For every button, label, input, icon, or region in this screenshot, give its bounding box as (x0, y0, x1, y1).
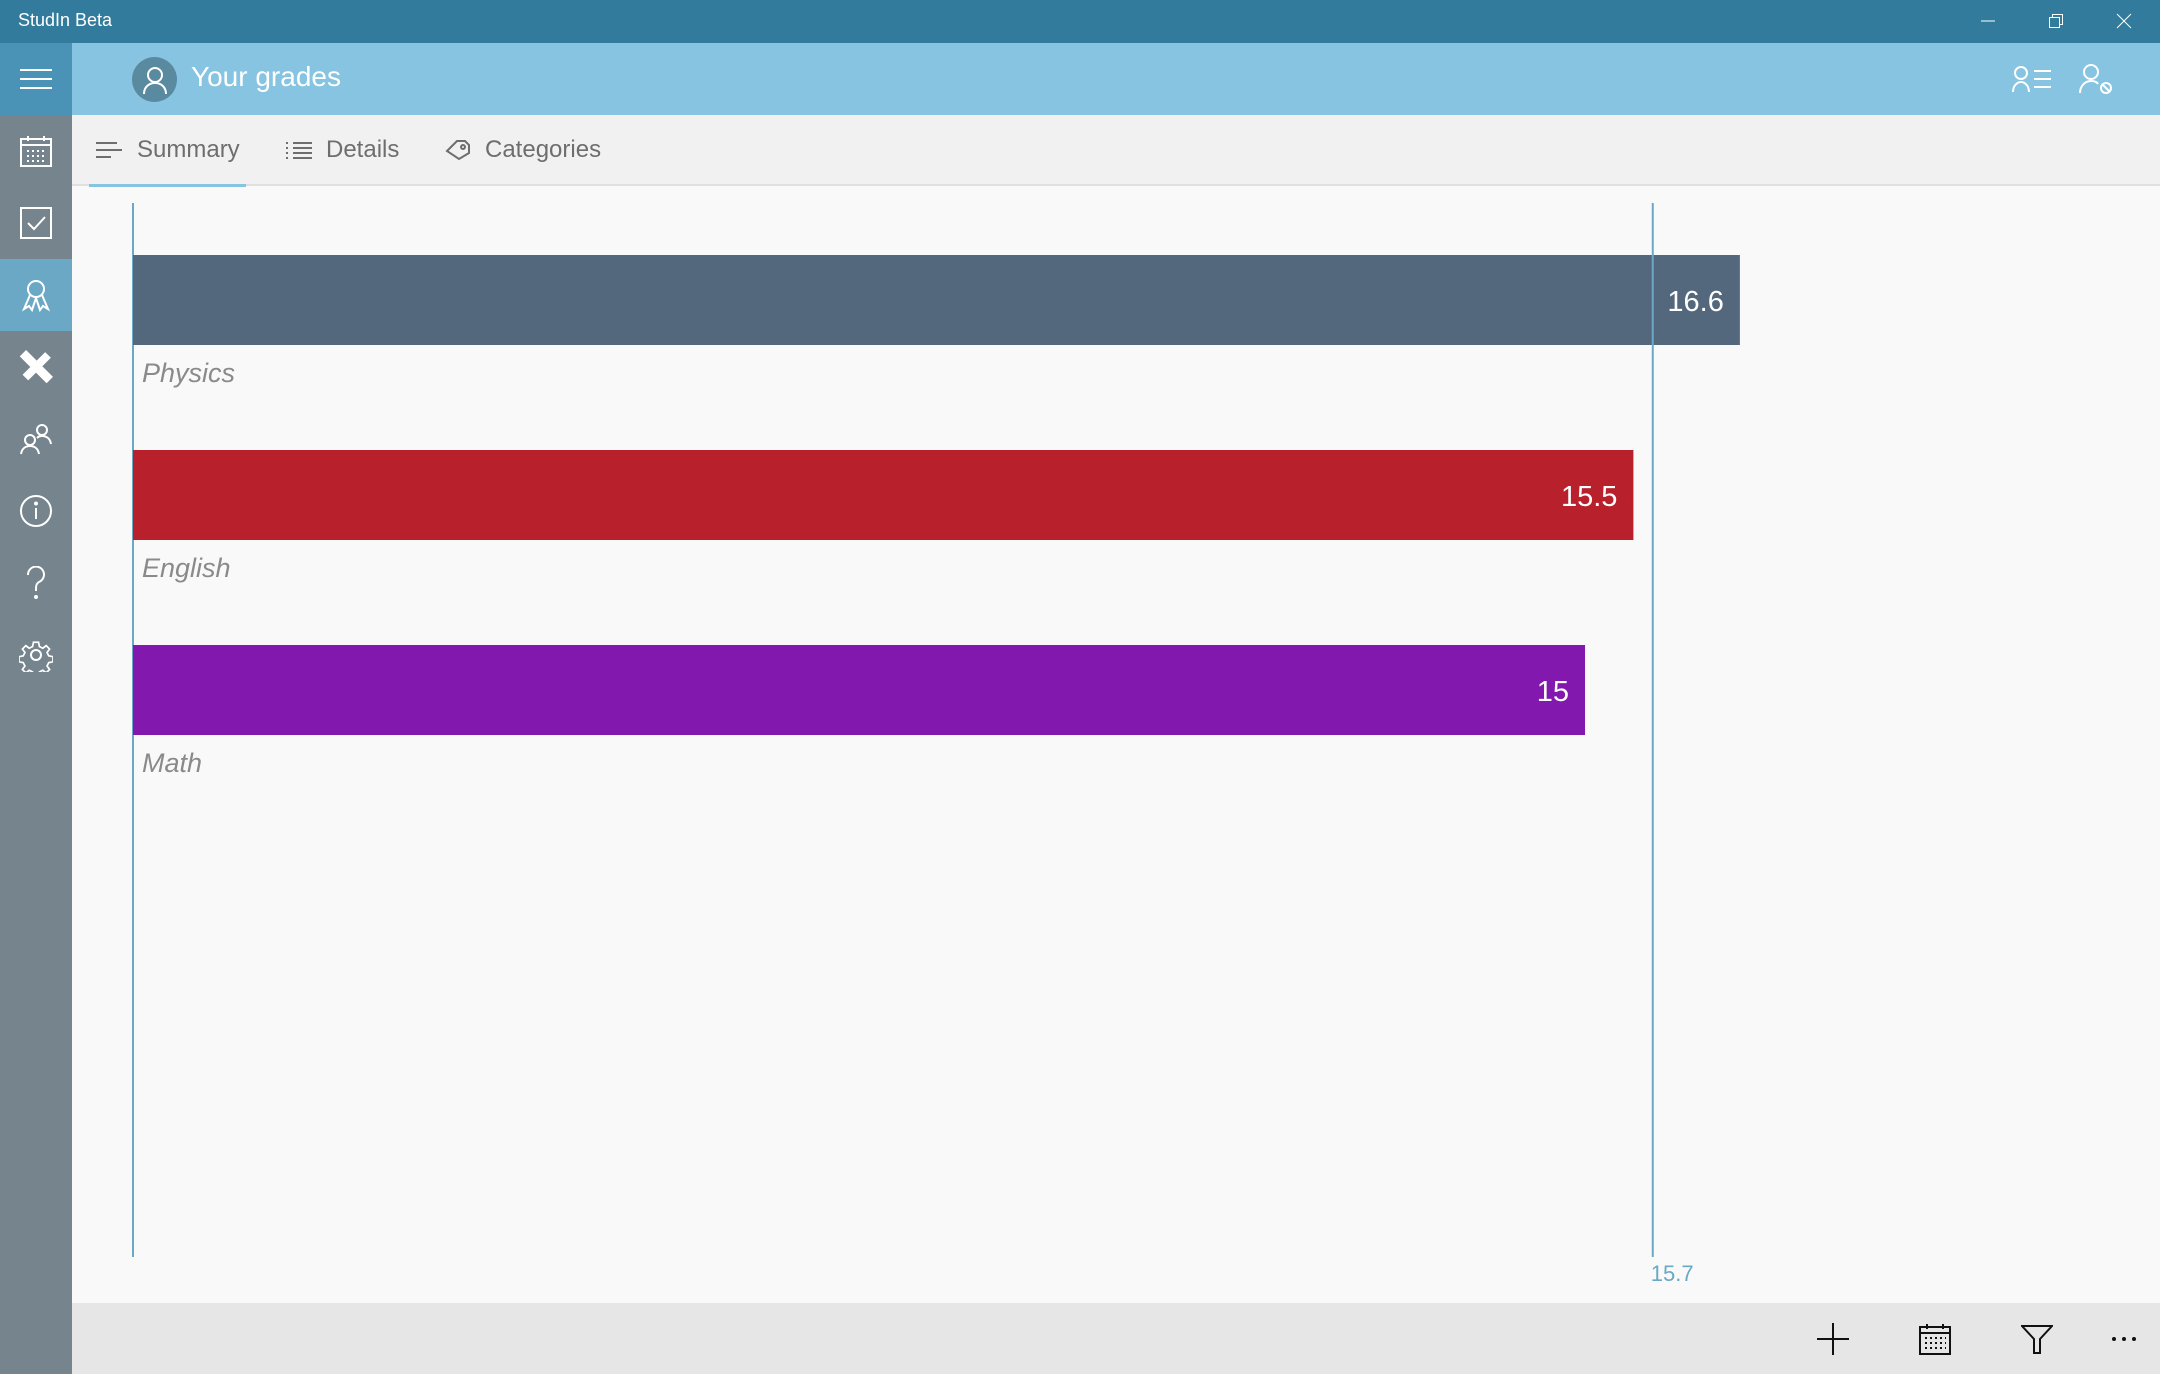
average-label: 15.7 (1651, 1261, 1694, 1286)
sidebar (0, 43, 72, 1374)
close-button[interactable] (2104, 6, 2144, 36)
award-icon[interactable] (0, 259, 72, 331)
avatar[interactable] (132, 57, 177, 102)
tag-icon (445, 140, 470, 161)
command-bar (72, 1303, 2160, 1374)
page-title: Your grades (191, 61, 341, 92)
minimize-button[interactable] (1968, 6, 2008, 36)
tab-summary[interactable]: Summary (89, 115, 246, 187)
category-label: Math (142, 748, 202, 778)
calendar-icon[interactable] (1912, 1317, 1958, 1361)
restore-button[interactable] (2036, 6, 2076, 36)
checkbox-icon[interactable] (0, 187, 72, 259)
more-icon[interactable] (2101, 1317, 2147, 1361)
bar-math (133, 645, 1585, 735)
calendar-icon[interactable] (0, 115, 72, 187)
info-icon[interactable] (0, 475, 72, 547)
hamburger-menu-button[interactable] (0, 43, 72, 115)
help-icon[interactable] (0, 547, 72, 619)
data-label: 15 (1537, 676, 1569, 708)
category-label: Physics (142, 358, 235, 388)
people-icon[interactable] (0, 403, 72, 475)
profile-list-icon[interactable] (2012, 61, 2052, 97)
tab-categories[interactable]: Categories (445, 115, 601, 185)
add-icon[interactable] (1810, 1317, 1856, 1361)
title-bar: StudIn Beta (0, 0, 2160, 43)
tab-categories-label: Categories (485, 136, 602, 163)
bar-physics (133, 255, 1740, 345)
bar-english (133, 450, 1634, 540)
category-label: English (142, 553, 231, 583)
tab-summary-label: Summary (137, 136, 240, 163)
summary-lines-icon (96, 142, 122, 158)
tab-details[interactable]: Details (286, 115, 399, 185)
tab-bar: Summary Details Categories (72, 115, 2160, 187)
settings-icon[interactable] (0, 619, 72, 691)
page-header: Your grades (72, 43, 2160, 115)
ruler-pencil-icon[interactable] (0, 331, 72, 403)
data-label: 15.5 (1561, 481, 1617, 513)
app-title: StudIn Beta (18, 10, 113, 30)
data-label: 16.6 (1667, 286, 1723, 318)
tab-details-label: Details (326, 136, 400, 163)
profile-block-icon[interactable] (2077, 61, 2117, 97)
list-icon (286, 142, 312, 159)
filter-icon[interactable] (2014, 1317, 2060, 1361)
